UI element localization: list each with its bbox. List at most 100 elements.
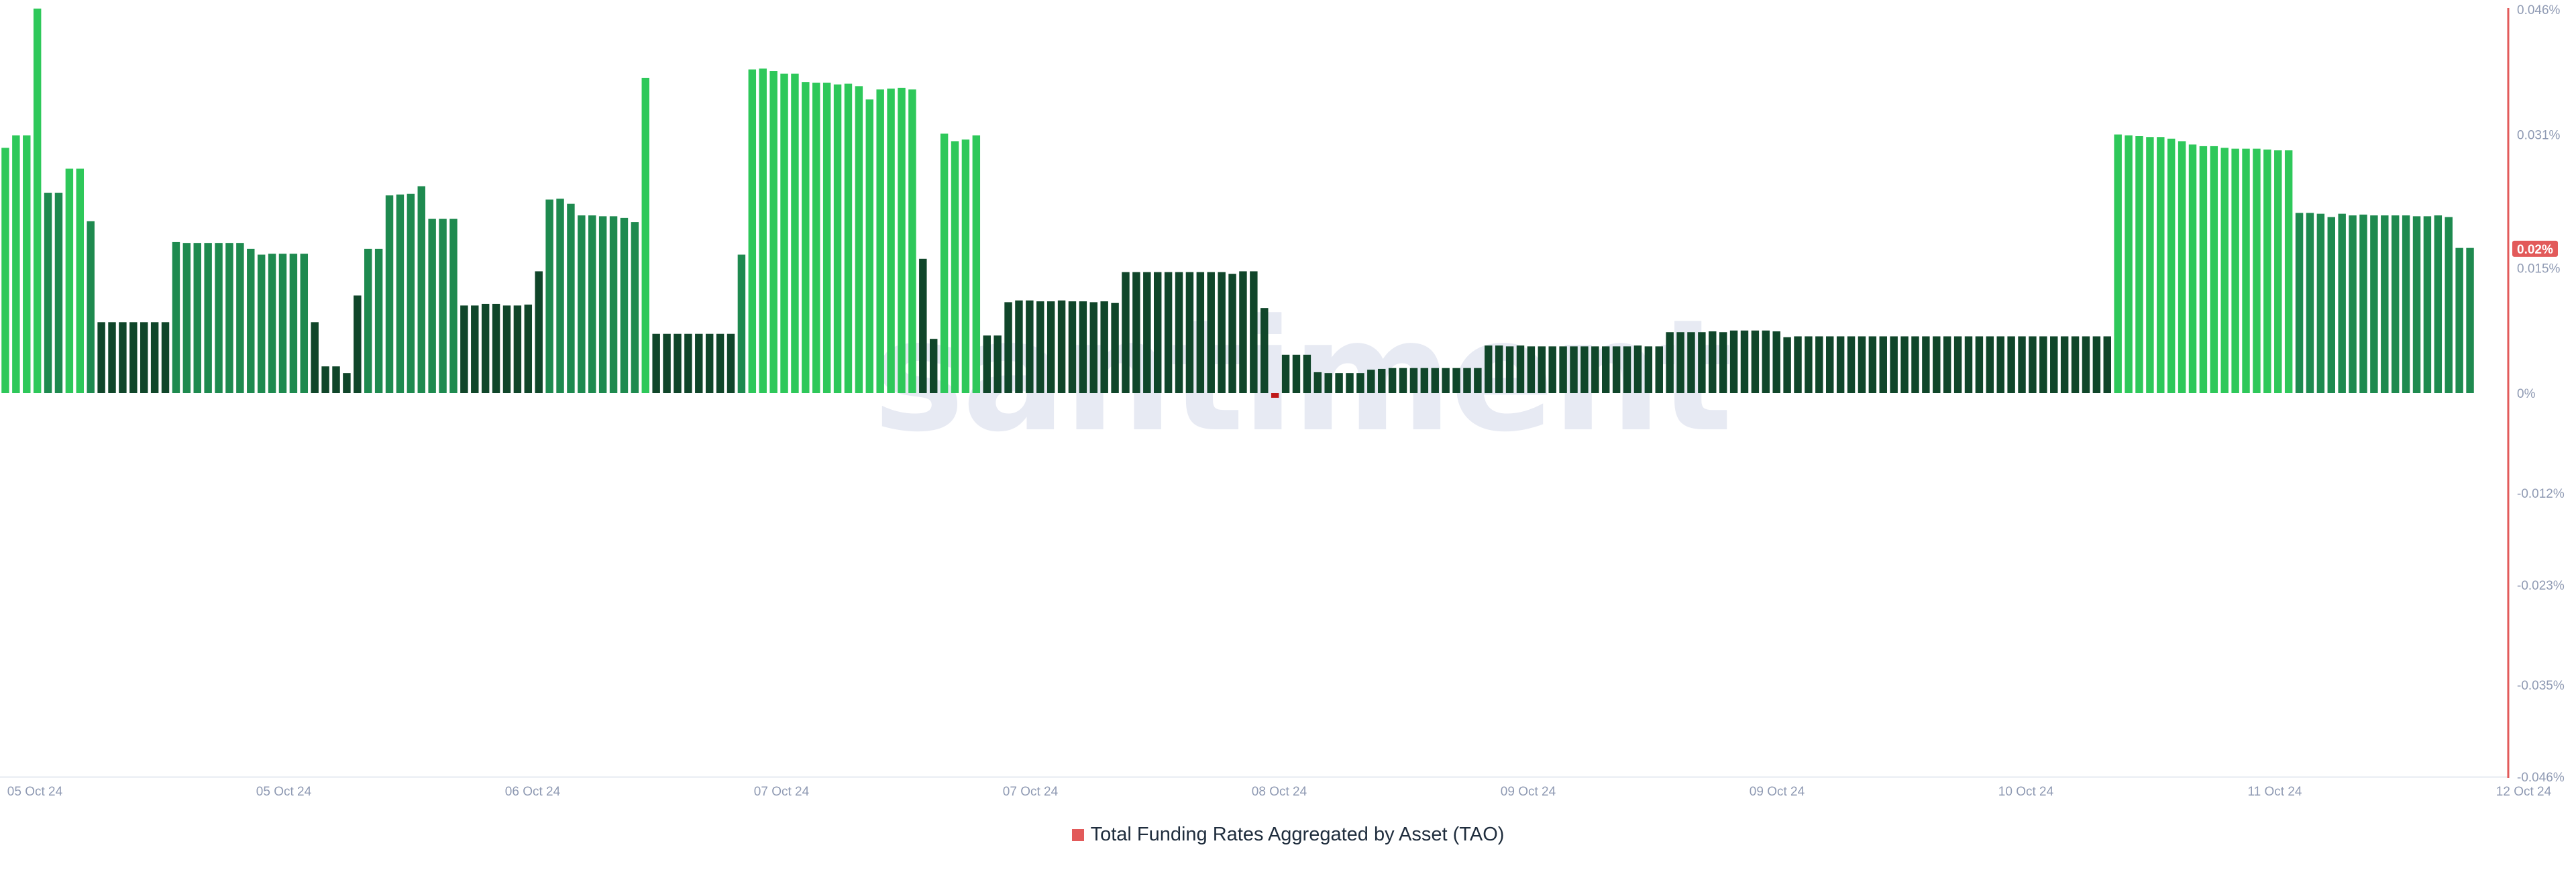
bar[interactable]: [1015, 300, 1023, 393]
bar[interactable]: [1922, 336, 1930, 393]
bar[interactable]: [236, 243, 244, 393]
bar[interactable]: [1666, 332, 1674, 393]
bar[interactable]: [1847, 336, 1856, 393]
bar[interactable]: [2381, 215, 2389, 393]
bar[interactable]: [705, 333, 714, 393]
bar[interactable]: [1986, 336, 1994, 393]
bar[interactable]: [2242, 148, 2250, 393]
bar[interactable]: [140, 322, 148, 393]
bar[interactable]: [2253, 148, 2261, 393]
bar[interactable]: [502, 305, 511, 393]
bar[interactable]: [1313, 372, 1322, 393]
bar[interactable]: [887, 89, 895, 393]
bar[interactable]: [620, 217, 629, 393]
bar[interactable]: [54, 193, 63, 393]
bar[interactable]: [1292, 354, 1301, 393]
bar[interactable]: [631, 222, 639, 393]
bar[interactable]: [759, 68, 767, 393]
bar[interactable]: [215, 243, 223, 393]
bar[interactable]: [2199, 146, 2208, 393]
bar[interactable]: [578, 215, 586, 393]
bar[interactable]: [556, 199, 564, 393]
bar[interactable]: [1239, 271, 1247, 393]
bar[interactable]: [2071, 336, 2080, 393]
bar[interactable]: [961, 139, 970, 394]
bar[interactable]: [289, 254, 298, 393]
bar[interactable]: [1996, 336, 2004, 393]
bar[interactable]: [908, 89, 916, 393]
bar[interactable]: [1495, 345, 1503, 393]
bar[interactable]: [951, 141, 959, 393]
bar[interactable]: [1516, 345, 1525, 393]
bar[interactable]: [588, 215, 596, 393]
bar[interactable]: [1207, 272, 1215, 393]
bar[interactable]: [663, 333, 671, 393]
bar[interactable]: [1879, 336, 1887, 393]
bar[interactable]: [332, 366, 340, 393]
bar[interactable]: [567, 203, 575, 393]
bar[interactable]: [1858, 336, 1866, 393]
bar[interactable]: [2434, 215, 2443, 393]
bar[interactable]: [2103, 336, 2111, 393]
bar[interactable]: [2220, 148, 2229, 394]
bar[interactable]: [1036, 301, 1044, 393]
bar[interactable]: [876, 89, 884, 393]
bar[interactable]: [695, 333, 703, 393]
bar[interactable]: [919, 258, 927, 393]
bar[interactable]: [1196, 272, 1205, 393]
bar[interactable]: [2455, 248, 2463, 393]
bar[interactable]: [87, 221, 95, 393]
bar[interactable]: [2050, 336, 2058, 393]
bar[interactable]: [1698, 332, 1706, 393]
bar[interactable]: [193, 243, 201, 393]
bar[interactable]: [2316, 213, 2325, 393]
bar[interactable]: [417, 186, 425, 393]
bar[interactable]: [1399, 368, 1407, 393]
bar[interactable]: [257, 254, 266, 393]
bar[interactable]: [598, 216, 607, 393]
bar[interactable]: [2338, 213, 2346, 393]
bar[interactable]: [727, 333, 735, 393]
bar[interactable]: [1868, 336, 1877, 393]
bar[interactable]: [865, 99, 873, 394]
chart-legend[interactable]: Total Funding Rates Aggregated by Asset …: [0, 824, 2576, 846]
bar[interactable]: [354, 295, 362, 393]
bar[interactable]: [1964, 336, 1973, 393]
bar[interactable]: [1463, 368, 1471, 393]
bar[interactable]: [182, 243, 191, 393]
bar[interactable]: [449, 219, 458, 393]
bar[interactable]: [278, 254, 287, 393]
bar[interactable]: [1709, 331, 1717, 393]
bar[interactable]: [2157, 137, 2165, 393]
bar[interactable]: [1485, 345, 1493, 393]
bar[interactable]: [940, 133, 949, 393]
bar[interactable]: [1836, 336, 1845, 393]
bar[interactable]: [1143, 272, 1151, 393]
bar[interactable]: [2349, 215, 2357, 393]
bar[interactable]: [1580, 346, 1589, 393]
bar[interactable]: [1303, 354, 1311, 393]
bar[interactable]: [2082, 336, 2090, 393]
bar[interactable]: [2060, 336, 2069, 393]
bar[interactable]: [791, 73, 799, 393]
bar[interactable]: [1452, 368, 1460, 393]
bar[interactable]: [1420, 368, 1429, 393]
bar[interactable]: [268, 254, 276, 393]
bar[interactable]: [1335, 373, 1343, 393]
bar[interactable]: [1153, 272, 1162, 393]
bar[interactable]: [641, 77, 649, 393]
bar[interactable]: [684, 333, 692, 393]
bar[interactable]: [716, 333, 724, 393]
bar[interactable]: [2039, 336, 2047, 393]
bar[interactable]: [2295, 213, 2304, 393]
bar[interactable]: [311, 322, 319, 393]
bar[interactable]: [844, 83, 853, 394]
bar[interactable]: [1655, 346, 1663, 393]
bar[interactable]: [1100, 301, 1108, 393]
bar[interactable]: [780, 73, 788, 393]
bar[interactable]: [812, 83, 820, 394]
bar[interactable]: [374, 248, 383, 393]
bar[interactable]: [1890, 336, 1898, 393]
bar[interactable]: [929, 339, 938, 393]
bar[interactable]: [2135, 136, 2143, 393]
